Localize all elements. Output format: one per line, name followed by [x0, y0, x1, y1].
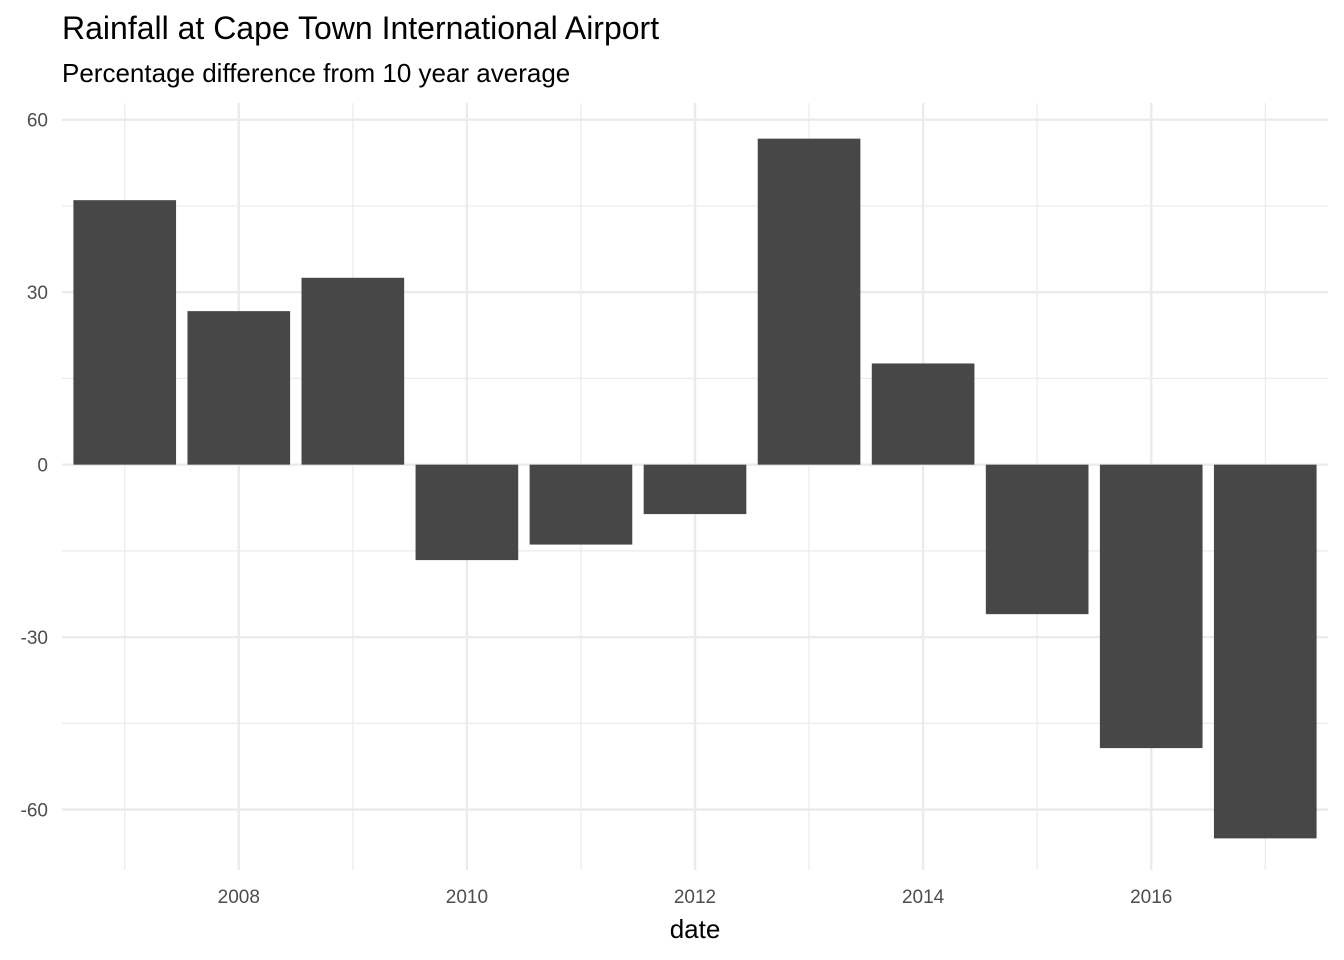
x-tick-label: 2008	[218, 887, 260, 908]
y-tick-label: -60	[21, 801, 48, 822]
x-tick-label: 2010	[446, 887, 488, 908]
y-axis-tick-labels: 60 30 0 -30 -60	[21, 111, 48, 822]
x-axis-title: date	[670, 914, 721, 944]
bar-2009	[301, 277, 405, 465]
y-tick-label: 0	[37, 456, 48, 477]
x-tick-label: 2012	[674, 887, 716, 908]
bar-2014	[871, 363, 975, 465]
x-tick-label: 2016	[1130, 887, 1172, 908]
y-tick-label: 30	[27, 283, 48, 304]
bar-2016	[1099, 464, 1203, 749]
bars	[73, 138, 1317, 839]
x-axis-tick-labels: 2008 2010 2012 2014 2016	[218, 887, 1173, 908]
chart-subtitle: Percentage difference from 10 year avera…	[62, 58, 570, 88]
bar-2015	[985, 464, 1089, 615]
bar-2012	[643, 464, 747, 515]
y-tick-label: 60	[27, 111, 48, 132]
bar-2008	[187, 311, 291, 465]
bar-2013	[757, 138, 861, 465]
bar-2017	[1213, 464, 1317, 839]
bar-2007	[73, 200, 177, 465]
bar-2010	[415, 464, 519, 561]
chart-title: Rainfall at Cape Town International Airp…	[62, 10, 659, 46]
x-tick-label: 2014	[902, 887, 945, 908]
bar-2011	[529, 464, 633, 545]
y-tick-label: -30	[21, 628, 48, 649]
